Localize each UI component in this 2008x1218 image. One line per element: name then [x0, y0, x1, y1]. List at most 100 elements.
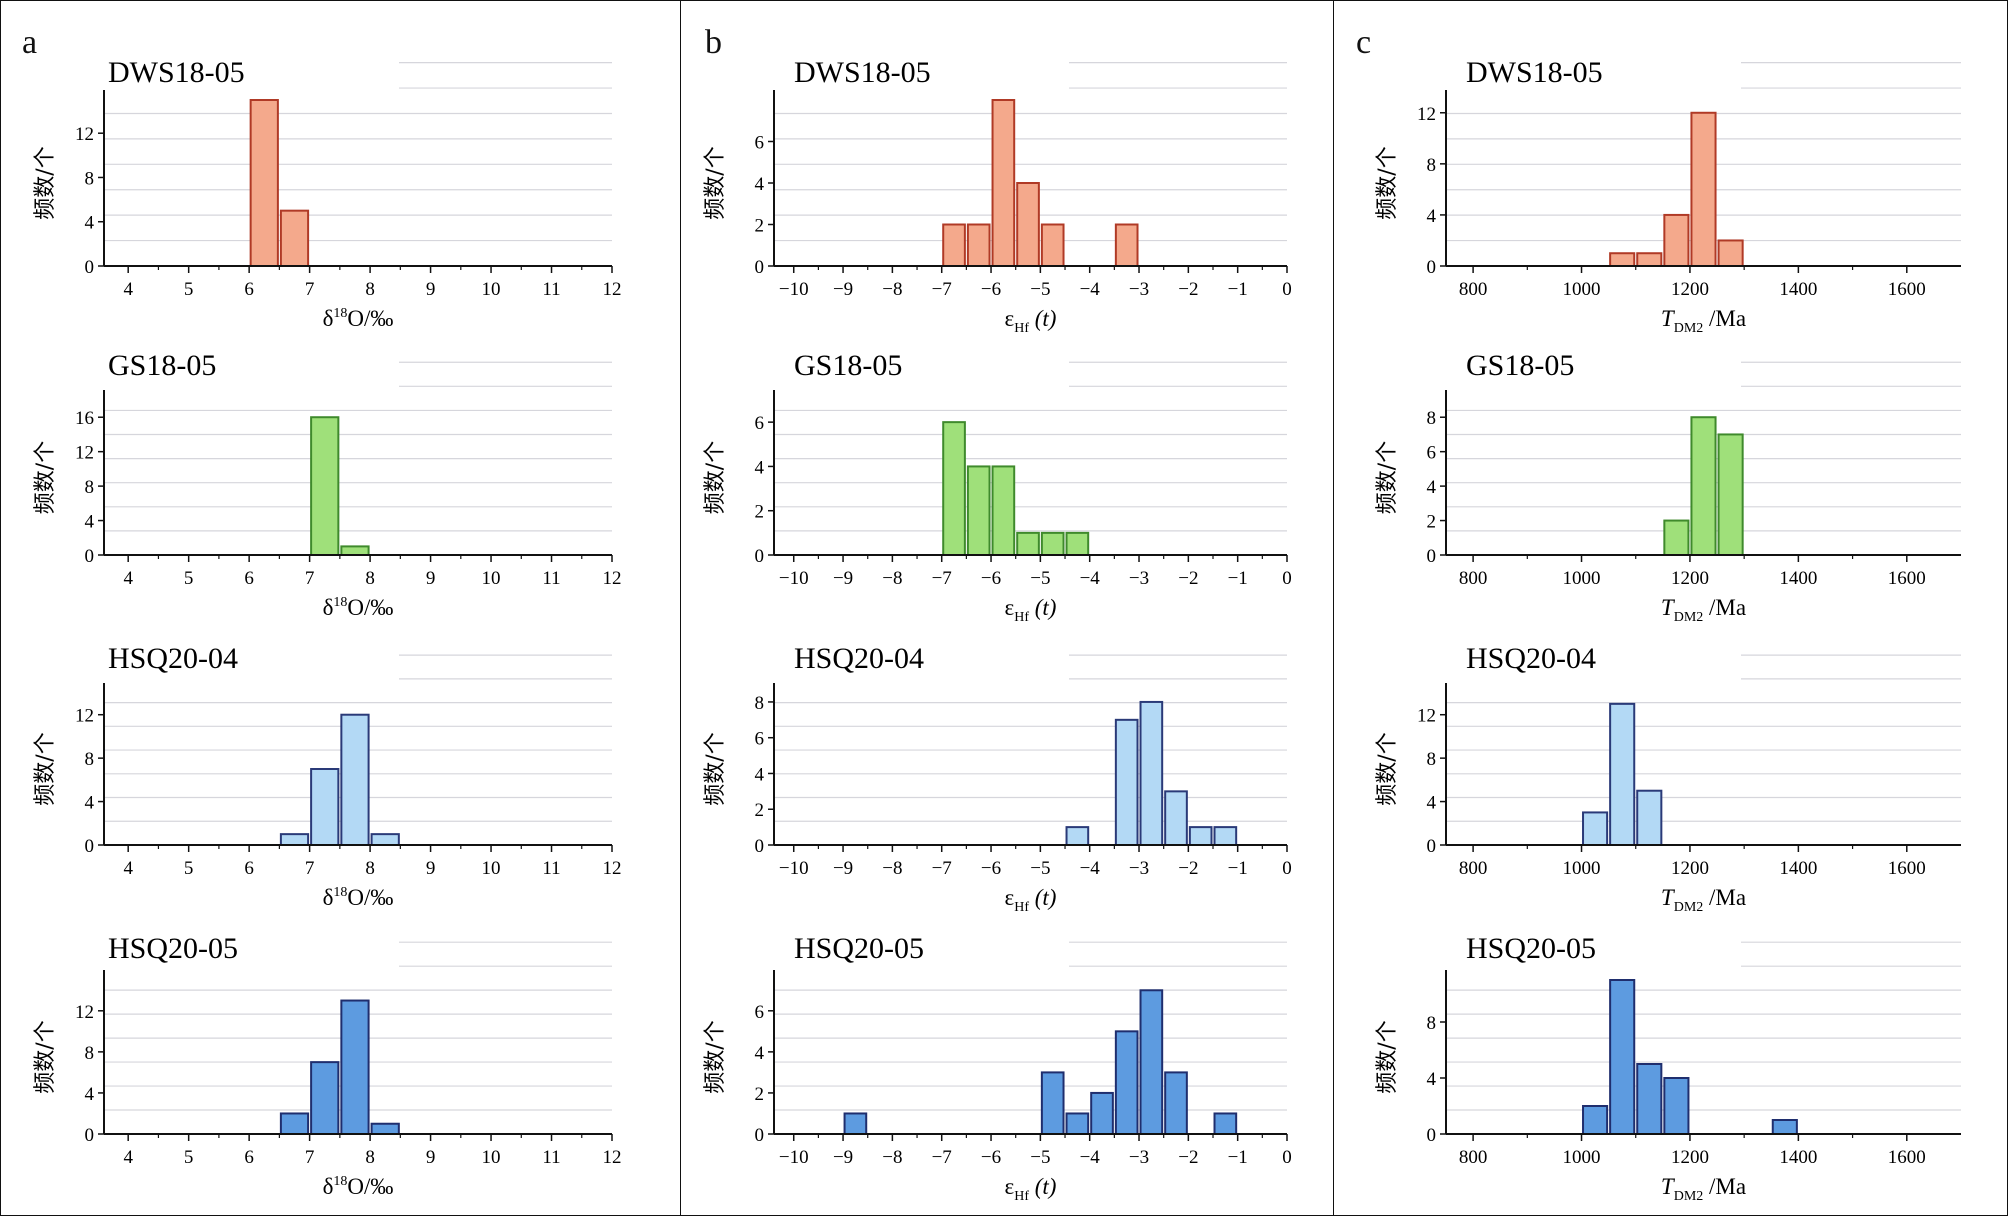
- y-tick-label: 0: [755, 546, 765, 567]
- y-tick-label: 8: [1427, 1013, 1437, 1034]
- x-tick-label: 9: [426, 858, 436, 879]
- x-tick-label: 5: [184, 858, 194, 879]
- x-axis-label: δ18O/‰: [323, 885, 394, 910]
- y-axis-label: 频数/个: [1375, 732, 1400, 805]
- bar: [966, 465, 991, 556]
- x-tick-label: 1000: [1563, 568, 1601, 589]
- y-tick-label: 2: [755, 216, 765, 237]
- y-tick-label: 12: [75, 124, 94, 145]
- y-tick-label: 16: [75, 408, 94, 429]
- bar: [279, 833, 310, 847]
- x-tick-label: 800: [1459, 568, 1488, 589]
- x-tick-label: 1600: [1888, 1147, 1926, 1168]
- bar: [310, 768, 340, 846]
- x-tick-label: 1200: [1671, 1147, 1709, 1168]
- x-tick-label: 9: [426, 1147, 436, 1168]
- x-tick-label: −2: [1178, 1147, 1198, 1168]
- x-axis-label: TDM2 /Ma: [1661, 306, 1746, 336]
- bar: [1164, 1071, 1188, 1136]
- x-tick-label: 4: [123, 568, 133, 589]
- x-tick-label: −3: [1129, 568, 1149, 589]
- x-tick-label: −7: [932, 568, 952, 589]
- x-tick-label: 5: [184, 568, 194, 589]
- x-tick-label: 1000: [1563, 279, 1601, 300]
- chart-title: HSQ20-04: [794, 642, 924, 675]
- panel-letter-b: b: [705, 24, 722, 61]
- x-tick-label: 9: [426, 568, 436, 589]
- chart-title: GS18-05: [108, 349, 216, 382]
- bar: [249, 99, 279, 267]
- y-axis-label: 频数/个: [703, 441, 728, 514]
- x-tick-label: −6: [981, 568, 1001, 589]
- x-tick-label: 12: [603, 568, 622, 589]
- y-tick-label: 8: [85, 749, 95, 770]
- x-tick-label: 1400: [1779, 279, 1817, 300]
- x-tick-label: −1: [1228, 858, 1248, 879]
- bar: [843, 1112, 868, 1136]
- x-tick-label: 6: [244, 1147, 254, 1168]
- y-tick-label: 2: [1427, 512, 1437, 533]
- bar: [1090, 1091, 1114, 1136]
- x-tick-label: 1000: [1563, 1147, 1601, 1168]
- y-axis-label: 频数/个: [33, 441, 58, 514]
- y-tick-label: 6: [755, 729, 765, 750]
- y-axis-label: 频数/个: [1375, 441, 1400, 514]
- chart-title: DWS18-05: [108, 56, 245, 89]
- bar: [1582, 811, 1609, 847]
- bar: [279, 209, 310, 268]
- y-tick-label: 0: [85, 546, 95, 567]
- y-tick-label: 0: [85, 836, 95, 857]
- bar: [310, 1061, 340, 1135]
- x-tick-label: 8: [365, 1147, 375, 1168]
- x-tick-label: 10: [482, 858, 501, 879]
- y-tick-label: 8: [85, 1043, 95, 1064]
- x-tick-label: −9: [833, 1147, 853, 1168]
- chart-title: HSQ20-05: [794, 932, 924, 965]
- x-axis-label: TDM2 /Ma: [1661, 885, 1746, 915]
- bar: [1139, 989, 1164, 1135]
- x-tick-label: −4: [1080, 1147, 1101, 1168]
- x-tick-label: −3: [1129, 279, 1149, 300]
- x-tick-label: 1400: [1779, 568, 1817, 589]
- y-tick-label: 4: [1427, 206, 1437, 227]
- bar: [1016, 182, 1040, 267]
- x-tick-label: 7: [305, 279, 315, 300]
- x-tick-label: −5: [1030, 568, 1050, 589]
- y-tick-label: 4: [1427, 793, 1437, 814]
- x-tick-label: 6: [244, 858, 254, 879]
- y-tick-label: 8: [755, 693, 765, 714]
- x-tick-label: 1200: [1671, 858, 1709, 879]
- bar: [1717, 433, 1744, 557]
- y-axis-label: 频数/个: [1375, 146, 1400, 219]
- x-tick-label: 1600: [1888, 279, 1926, 300]
- x-tick-label: 4: [123, 279, 133, 300]
- bar: [1609, 702, 1636, 846]
- bar: [1065, 531, 1090, 556]
- bar: [1663, 519, 1690, 556]
- y-tick-label: 8: [85, 168, 95, 189]
- x-tick-label: −9: [833, 279, 853, 300]
- bar: [942, 421, 966, 556]
- x-tick-label: 12: [603, 858, 622, 879]
- x-tick-label: 1600: [1888, 568, 1926, 589]
- x-tick-label: −10: [779, 568, 809, 589]
- bar: [991, 99, 1016, 267]
- bar: [310, 416, 340, 556]
- x-axis-label: TDM2 /Ma: [1661, 595, 1746, 625]
- chart-title: HSQ20-04: [108, 642, 238, 675]
- x-tick-label: −8: [882, 858, 902, 879]
- y-tick-label: 6: [755, 1002, 765, 1023]
- y-axis-label: 频数/个: [33, 146, 58, 219]
- x-tick-label: −5: [1030, 279, 1050, 300]
- bar: [1114, 223, 1139, 267]
- bar: [279, 1112, 310, 1136]
- y-tick-label: 4: [85, 1084, 95, 1105]
- x-tick-label: 800: [1459, 858, 1488, 879]
- x-tick-label: 1000: [1563, 858, 1601, 879]
- x-tick-label: 12: [603, 1147, 622, 1168]
- x-tick-label: 6: [244, 568, 254, 589]
- y-tick-label: 8: [1427, 749, 1437, 770]
- panel-letter-c: c: [1356, 24, 1372, 61]
